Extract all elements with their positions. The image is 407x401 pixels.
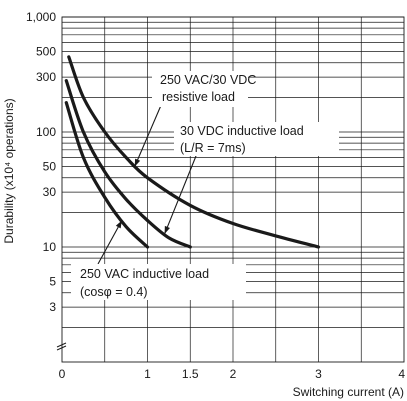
label-background <box>152 71 248 107</box>
y-axis-title: Durability (x10⁴ operations) <box>2 98 16 243</box>
y-tick-label: 10 <box>43 240 57 254</box>
x-axis-title: Switching current (A) <box>293 385 404 399</box>
leader-arrowhead <box>164 225 170 234</box>
x-tick-labels: 1 1.5 2 3 4 <box>144 367 405 381</box>
leader-line <box>134 102 163 167</box>
y-axis-break-mark <box>56 342 67 351</box>
y-tick-label: 1,000 <box>26 10 56 24</box>
label-background <box>71 264 246 300</box>
leader-line <box>164 155 197 235</box>
x-tick-label: 3 <box>315 367 322 381</box>
x-tick-label: 4 <box>398 367 405 381</box>
ac-inductive-load-label: 250 VAC inductive load (cosφ = 0.4) <box>71 220 246 300</box>
y-tick-label: 50 <box>43 160 57 174</box>
y-tick-label: 300 <box>36 70 56 84</box>
series-curves <box>64 55 321 249</box>
dc-inductive-load-curve <box>64 79 192 249</box>
label-line: 250 VAC/30 VDC <box>160 73 256 87</box>
resistive-load-label: 250 VAC/30 VDC resistive load <box>134 71 256 167</box>
plot-frame <box>61 16 405 363</box>
x-tick-label: 1 <box>144 367 151 381</box>
x-tick-label: 1.5 <box>182 367 199 381</box>
y-tick-label: 100 <box>36 125 56 139</box>
label-line: (L/R = 7ms) <box>180 141 246 155</box>
x-tick-label: 2 <box>230 367 237 381</box>
ac-inductive-load-curve <box>64 101 150 249</box>
leader-arrowhead <box>134 158 141 167</box>
resistive-load-curve <box>67 55 321 249</box>
y-tick-label: 3 <box>49 300 56 314</box>
series-annotations: 250 VAC/30 VDC resistive load 30 VDC induc… <box>71 71 339 300</box>
label-line: resistive load <box>162 90 235 104</box>
leader-arrowhead <box>115 220 122 229</box>
label-background <box>174 122 339 156</box>
y-tick-label: 5 <box>49 275 56 289</box>
dc-inductive-load-label: 30 VDC inductive load (L/R = 7ms) <box>164 122 339 235</box>
y-tick-labels: 1,000 500 300 100 50 30 10 5 3 <box>26 10 56 314</box>
y-tick-label: 30 <box>43 185 57 199</box>
x-origin-label: 0 <box>59 367 66 381</box>
label-line: (cosφ = 0.4) <box>80 285 148 299</box>
y-tick-label: 500 <box>36 45 56 59</box>
label-line: 250 VAC inductive load <box>80 267 209 281</box>
leader-line <box>97 220 123 265</box>
label-line: 30 VDC inductive load <box>180 124 304 138</box>
